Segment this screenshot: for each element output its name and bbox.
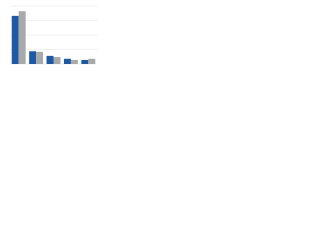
bar xyxy=(36,51,44,64)
chart xyxy=(10,5,97,65)
bar xyxy=(53,57,61,64)
bar xyxy=(88,58,96,64)
bar xyxy=(70,59,78,64)
page: {"chart_data": {"type": "bar", "categori… xyxy=(0,0,100,71)
bar xyxy=(46,55,54,64)
bar xyxy=(63,58,71,64)
bar xyxy=(81,59,89,64)
bar xyxy=(29,51,37,64)
bar xyxy=(11,15,19,64)
bar xyxy=(18,11,26,64)
